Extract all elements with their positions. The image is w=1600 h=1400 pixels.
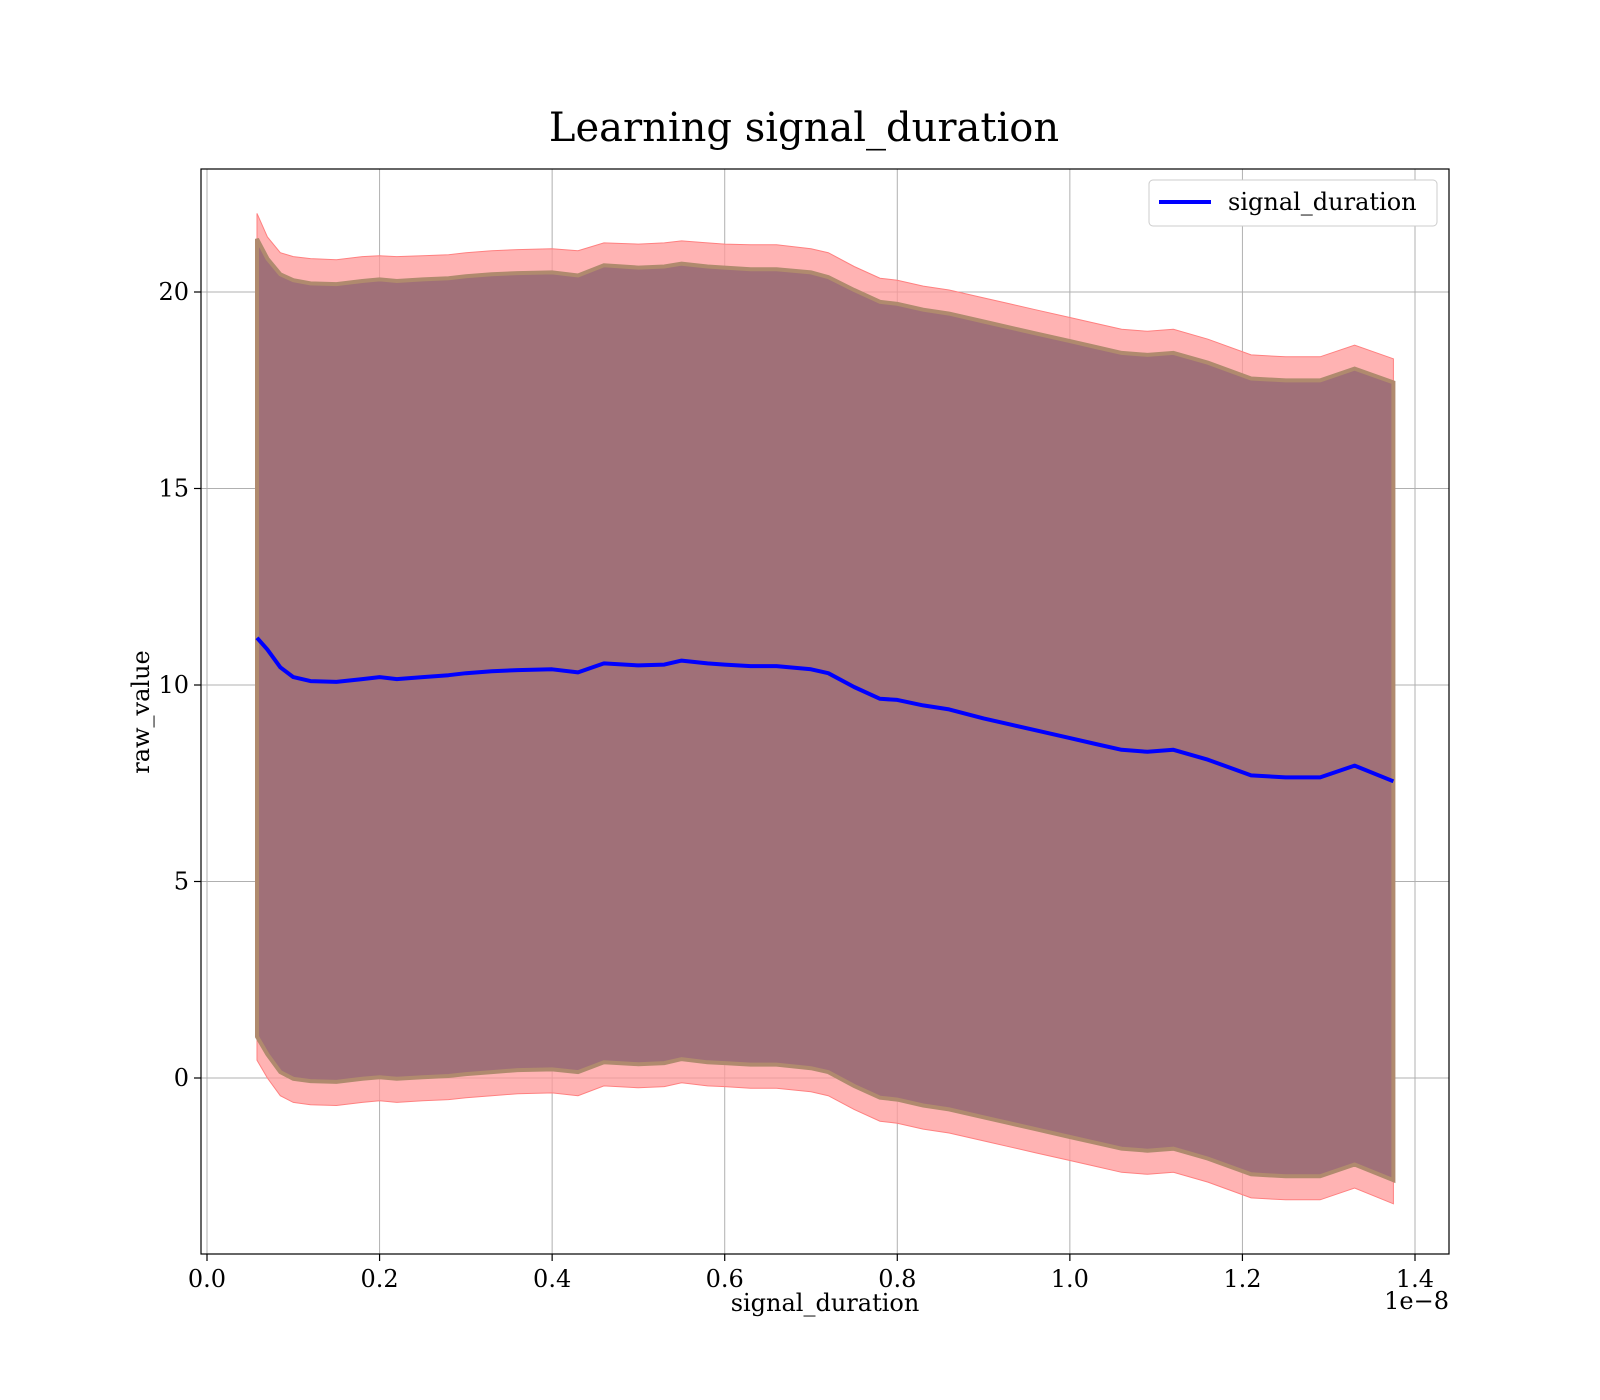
- x-tick-label-1: 0.2: [360, 1265, 398, 1293]
- x-axis-label: signal_duration: [731, 1289, 920, 1317]
- y-tick-label-3: 15: [158, 475, 189, 503]
- inner-band-area: [255, 237, 1396, 1184]
- x-tick-label-4: 0.8: [878, 1265, 916, 1293]
- confidence-bands: [255, 213, 1396, 1205]
- x-tick-label-6: 1.2: [1223, 1265, 1261, 1293]
- series-line-0: [255, 636, 1395, 784]
- legend: signal_duration: [1148, 179, 1438, 227]
- y-tick-label-0: 0: [174, 1064, 189, 1092]
- plot-area-frame: [200, 168, 1450, 1255]
- x-tick-label-0: 0.0: [188, 1265, 226, 1293]
- legend-box: [1148, 179, 1438, 227]
- x-axis-offset-label: 1e−8: [1384, 1287, 1449, 1315]
- y-axis-ticks: 0 5 10 15 20: [158, 278, 201, 1092]
- x-tick-label-7: 1.4: [1396, 1265, 1434, 1293]
- y-tick-label-1: 5: [174, 868, 189, 896]
- legend-label-signal-duration: signal_duration: [1228, 188, 1417, 216]
- x-tick-label-2: 0.4: [533, 1265, 571, 1293]
- x-axis-ticks: 0.0 0.2 0.4 0.6 0.8 1.0 1.2 1.4: [188, 1254, 1434, 1293]
- y-tick-label-2: 10: [158, 671, 189, 699]
- series-lines: [255, 636, 1395, 784]
- chart-title: Learning signal_duration: [549, 105, 1059, 151]
- x-tick-label-3: 0.6: [706, 1265, 744, 1293]
- x-tick-label-5: 1.0: [1051, 1265, 1089, 1293]
- y-axis-label: raw_value: [127, 650, 155, 774]
- y-tick-label-4: 20: [158, 278, 189, 306]
